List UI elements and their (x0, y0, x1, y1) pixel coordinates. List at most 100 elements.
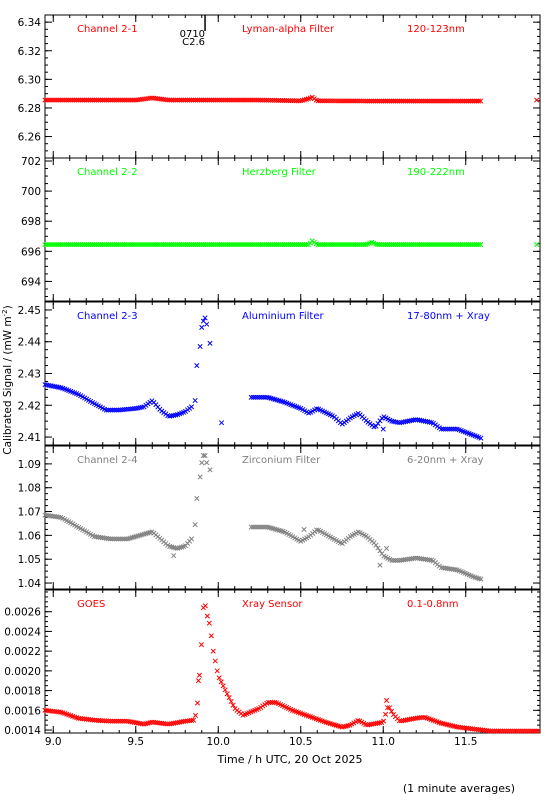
data-point (406, 241, 412, 248)
data-point (151, 719, 157, 725)
data-point (533, 728, 539, 734)
data-point (246, 97, 252, 103)
y-tick-label: 2.41 (18, 432, 41, 444)
data-point (107, 407, 113, 413)
data-point (351, 98, 357, 104)
data-point (383, 545, 390, 552)
data-point (208, 97, 214, 103)
data-point (388, 708, 395, 714)
data-point (228, 97, 234, 103)
data-point (412, 98, 418, 104)
data-point (349, 98, 355, 104)
data-point (89, 241, 96, 248)
data-point (274, 241, 280, 248)
data-point (62, 97, 68, 103)
data-point (355, 98, 361, 104)
data-point (252, 97, 258, 103)
data-point (323, 241, 329, 248)
data-point (250, 394, 256, 400)
data-point (393, 557, 399, 563)
data-point (474, 241, 480, 248)
data-point (472, 726, 478, 732)
y-tick-label: 698 (21, 216, 41, 228)
data-point (386, 705, 393, 711)
data-point (458, 98, 464, 104)
data-point (454, 98, 460, 104)
data-point (361, 241, 367, 248)
data-point (165, 97, 171, 103)
data-point (68, 241, 74, 248)
data-point (93, 717, 100, 723)
data-point (42, 97, 48, 103)
data-point (123, 241, 129, 248)
data-point (367, 98, 373, 104)
data-point (424, 98, 430, 104)
data-point (186, 241, 193, 248)
data-point (400, 241, 406, 248)
data-point (117, 97, 123, 103)
data-point (64, 97, 70, 103)
y-tick-label: 1.04 (18, 578, 42, 590)
data-point (68, 97, 74, 103)
data-point (404, 241, 410, 248)
data-point (321, 98, 327, 104)
data-point (529, 728, 535, 734)
data-point (256, 394, 262, 400)
data-point (244, 97, 250, 103)
data-point (113, 718, 119, 724)
data-point (86, 716, 92, 723)
data-point (216, 97, 222, 103)
data-point (319, 98, 325, 104)
data-point (499, 728, 505, 734)
data-point (113, 241, 119, 248)
data-point (361, 98, 367, 104)
y-tick-label: 6.26 (18, 132, 42, 144)
data-point (434, 241, 440, 248)
data-point (519, 728, 525, 734)
data-point (272, 97, 278, 103)
data-point (386, 241, 393, 248)
data-point (420, 714, 426, 720)
data-point (331, 98, 337, 104)
data-point (388, 241, 395, 248)
data-point (440, 241, 446, 248)
data-point (117, 536, 123, 542)
data-point (186, 718, 193, 724)
data-point (282, 241, 288, 248)
data-point (430, 98, 436, 104)
data-point (76, 241, 82, 248)
data-point (268, 97, 274, 103)
data-point (408, 241, 414, 248)
data-point (48, 241, 54, 248)
y-tick-label: 694 (21, 276, 41, 288)
data-point (355, 241, 361, 248)
data-point (105, 241, 111, 248)
data-point (111, 407, 117, 413)
data-point (220, 97, 226, 103)
data-point (373, 98, 379, 104)
data-point (511, 728, 517, 734)
chart-panels: 6.26 6.28 6.30 6.32 6.34 Channel 2-1 Lyman-alp… (4, 14, 541, 748)
data-point (375, 241, 381, 248)
data-point (196, 241, 202, 248)
x-tick-label: 11.0 (372, 736, 395, 748)
data-point (78, 715, 84, 722)
y-tick-label: 2.45 (18, 305, 41, 317)
data-point (452, 426, 458, 432)
data-point (501, 728, 507, 734)
data-point (101, 718, 107, 724)
data-point (44, 708, 50, 714)
data-point (395, 557, 401, 563)
data-point (194, 363, 200, 369)
data-point (476, 241, 482, 248)
data-point (190, 97, 197, 103)
data-point (353, 241, 359, 248)
data-point (192, 522, 198, 528)
data-point (440, 98, 446, 104)
data-point (503, 728, 509, 734)
data-point (254, 394, 260, 400)
data-point (185, 241, 191, 248)
data-point (175, 97, 181, 103)
band-label: 6-20nm + Xray (407, 455, 484, 466)
data-point (212, 97, 218, 103)
